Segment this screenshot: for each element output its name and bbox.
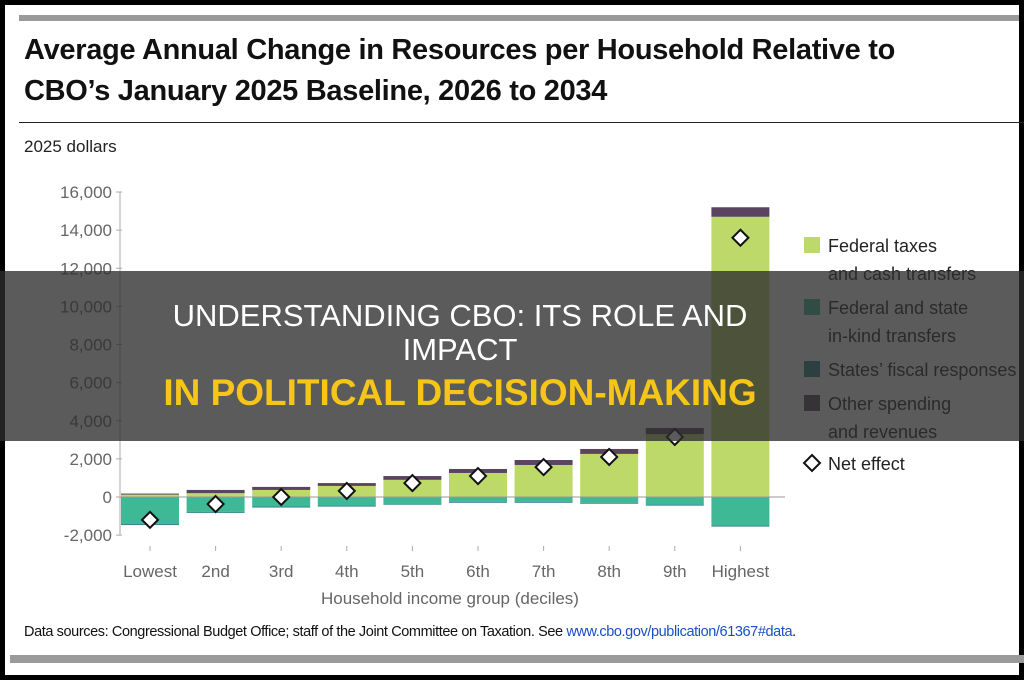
bar-segment-4 bbox=[121, 493, 179, 495]
x-tick-label: 8th bbox=[597, 562, 621, 581]
banner-line-1: UNDERSTANDING CBO: ITS ROLE AND IMPACT bbox=[172, 297, 748, 368]
x-axis-label: Household income group (deciles) bbox=[321, 589, 579, 608]
title-banner bbox=[0, 271, 1024, 441]
bar-segment-3 bbox=[449, 501, 507, 503]
bar-segment-2 bbox=[711, 497, 770, 526]
bar-segment-2 bbox=[514, 497, 573, 502]
bar-segment-2 bbox=[580, 497, 639, 503]
bar-segment-1 bbox=[121, 494, 179, 497]
bar-segment-3 bbox=[711, 525, 770, 527]
x-tick-label: Lowest bbox=[123, 562, 177, 581]
source-link[interactable]: www.cbo.gov/publication/61367#data bbox=[566, 624, 793, 640]
top-divider bbox=[19, 15, 1019, 21]
source-note: Data sources: Congressional Budget Offic… bbox=[24, 624, 796, 640]
bar-segment-4 bbox=[186, 489, 245, 494]
net-effect-marker bbox=[402, 473, 422, 493]
net-effect-marker bbox=[534, 457, 554, 477]
bar-segment-3 bbox=[645, 504, 704, 506]
net-effect-marker bbox=[468, 466, 488, 486]
net-effect-marker bbox=[271, 487, 291, 507]
y-tick-label: 14,000 bbox=[60, 221, 112, 240]
bar-segment-3 bbox=[317, 505, 376, 507]
legend-label: Net effect bbox=[828, 454, 905, 474]
x-tick-label: 4th bbox=[335, 562, 359, 581]
bar-segment-3 bbox=[580, 502, 639, 504]
y-tick-label: 16,000 bbox=[60, 183, 112, 202]
legend-label: Federal taxes bbox=[828, 236, 937, 256]
bar-segment-4 bbox=[711, 207, 770, 217]
x-tick-label: Highest bbox=[712, 562, 770, 581]
source-text: Data sources: Congressional Budget Offic… bbox=[24, 624, 567, 640]
bar-segment-3 bbox=[252, 506, 311, 508]
x-tick-label: 3rd bbox=[269, 562, 294, 581]
bar-segment-3 bbox=[514, 501, 573, 503]
y-axis-units: 2025 dollars bbox=[24, 137, 117, 156]
legend-swatch-1 bbox=[804, 237, 820, 253]
banner-line-2: IN POLITICAL DECISION-MAKING bbox=[163, 372, 757, 413]
net-effect-marker bbox=[337, 481, 357, 501]
bottom-divider bbox=[10, 655, 1024, 663]
bar-segment-2 bbox=[317, 497, 376, 506]
net-effect-marker bbox=[140, 510, 160, 530]
bar-segment-2 bbox=[449, 497, 507, 502]
net-effect-marker bbox=[206, 494, 226, 514]
title-line-1: Average Annual Change in Resources per H… bbox=[24, 34, 896, 66]
x-tick-label: 2nd bbox=[201, 562, 229, 581]
title-rule bbox=[19, 122, 1024, 123]
x-tick-label: 5th bbox=[401, 562, 425, 581]
x-tick-label: 9th bbox=[663, 562, 687, 581]
bar-segment-2 bbox=[645, 497, 704, 505]
net-effect-marker bbox=[599, 447, 619, 467]
banner-text: UNDERSTANDING CBO: ITS ROLE AND IMPACT I… bbox=[128, 271, 792, 441]
source-end: . bbox=[792, 624, 796, 640]
y-tick-label: 2,000 bbox=[69, 450, 112, 469]
legend-net-effect-icon bbox=[802, 453, 822, 473]
title-line-2: CBO’s January 2025 Baseline, 2026 to 203… bbox=[24, 75, 608, 107]
y-tick-label: 0 bbox=[103, 488, 112, 507]
x-tick-label: 7th bbox=[532, 562, 556, 581]
bar-segment-2 bbox=[383, 497, 442, 504]
y-tick-label: -2,000 bbox=[64, 526, 112, 545]
x-tick-label: 6th bbox=[466, 562, 490, 581]
net-effect-marker bbox=[730, 228, 750, 248]
bar-segment-3 bbox=[383, 503, 442, 505]
chart-title: Average Annual Change in Resources per H… bbox=[24, 30, 895, 112]
